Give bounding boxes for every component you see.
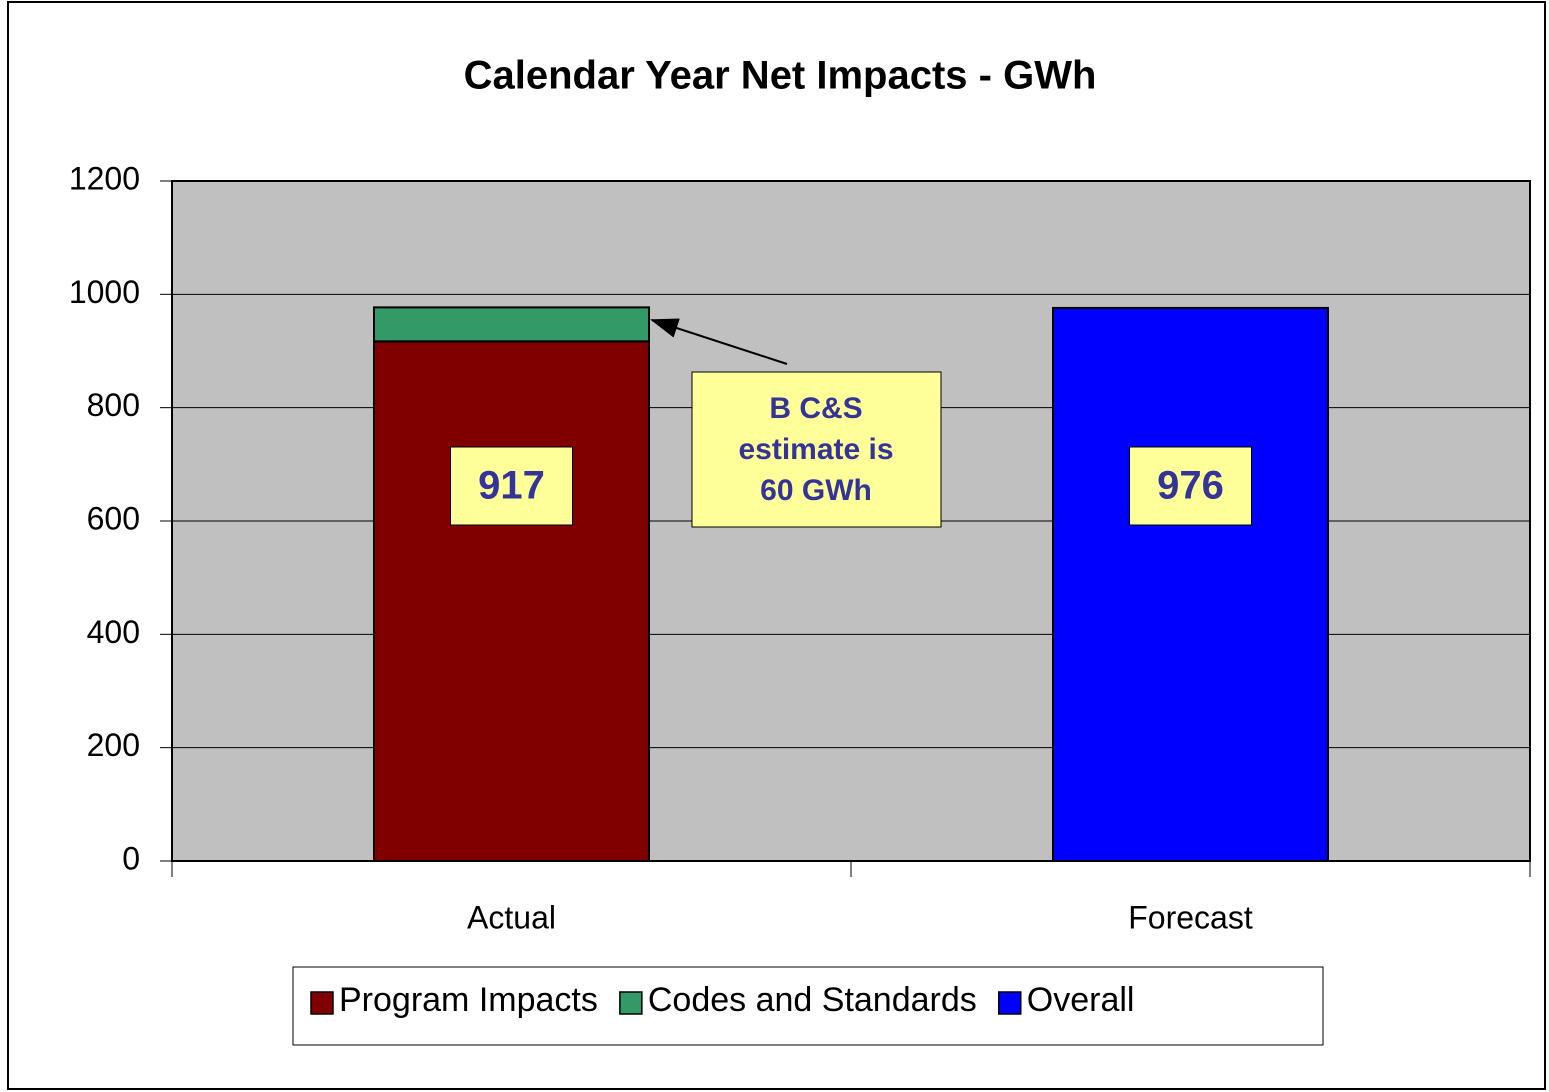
annotation-text: 60 GWh <box>760 474 872 507</box>
y-tick-label: 1000 <box>69 274 140 310</box>
y-tick-label: 400 <box>87 614 140 650</box>
legend-label: Program Impacts <box>339 981 598 1019</box>
y-tick-label: 1200 <box>69 160 140 196</box>
x-tick-label: Actual <box>467 899 556 935</box>
bar <box>1052 306 1329 862</box>
y-tick-label: 0 <box>122 840 140 876</box>
chart-title: Calendar Year Net Impacts - GWh <box>464 54 1097 98</box>
annotation-box <box>691 371 942 528</box>
legend-label: Overall <box>1027 981 1135 1019</box>
legend-swatch <box>998 991 1022 1015</box>
y-tick-label: 200 <box>87 727 140 763</box>
legend-swatch <box>310 991 334 1015</box>
annotation-text: B C&S <box>769 392 862 425</box>
data-label: 917 <box>478 464 545 508</box>
data-label: 976 <box>1157 464 1224 508</box>
legend-swatch <box>619 991 643 1015</box>
annotation-text: estimate is <box>738 433 893 466</box>
y-tick-label: 800 <box>87 387 140 423</box>
legend-label: Codes and Standards <box>648 981 977 1019</box>
legend <box>292 966 1324 1046</box>
bar <box>373 340 650 863</box>
y-tick-label: 600 <box>87 500 140 536</box>
annotation-arrow <box>650 318 788 365</box>
data-label-box <box>450 446 573 526</box>
x-tick-label: Forecast <box>1128 899 1253 935</box>
bar <box>373 306 650 343</box>
data-label-box <box>1129 446 1252 526</box>
